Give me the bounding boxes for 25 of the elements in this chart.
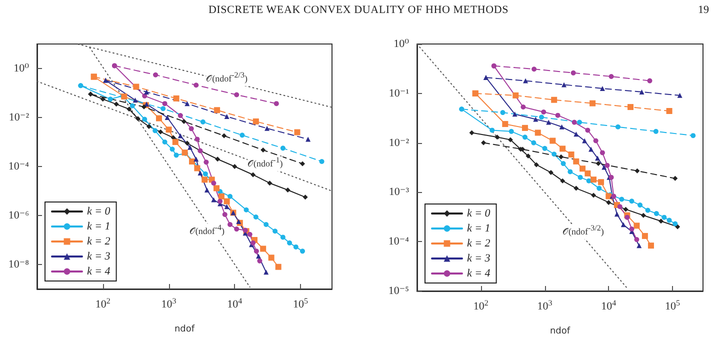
y-tick-label: 10⁻⁴ [388,236,410,248]
legend-label: k = 4 [467,268,491,280]
text: DISCRETE WEAK CONVEX DUALITY OF HHO METHODS [208,4,509,16]
legend-label: k = 4 [87,266,111,278]
legend-label: k = 2 [467,238,491,250]
y-tick-label: 10⁻² [8,112,30,124]
legend-label: k = 3 [87,250,111,262]
x-axis-title: ndof [550,326,571,336]
y-tick-label: 10⁻⁴ [8,160,30,172]
legend-label: k = 1 [87,220,110,232]
text: 19 [698,4,709,16]
y-tick-label: 10⁻⁸ [8,258,30,270]
legend-label: k = 3 [467,252,491,264]
y-tick-label: 10⁻¹ [388,87,409,100]
x-axis-title: ndof [174,324,196,334]
y-tick-label: 10⁻² [388,136,410,149]
legend-label: k = 0 [87,206,111,218]
y-tick-label: 10⁰ [394,38,410,50]
y-tick-label: 10⁰ [14,62,30,74]
legend-label: k = 0 [467,208,491,220]
y-tick-label: 10⁻⁵ [388,285,410,297]
legend-label: k = 1 [467,222,490,234]
y-tick-label: 10⁻⁶ [8,210,30,222]
y-tick-label: 10⁻³ [388,186,410,198]
legend-label: k = 2 [87,236,111,248]
